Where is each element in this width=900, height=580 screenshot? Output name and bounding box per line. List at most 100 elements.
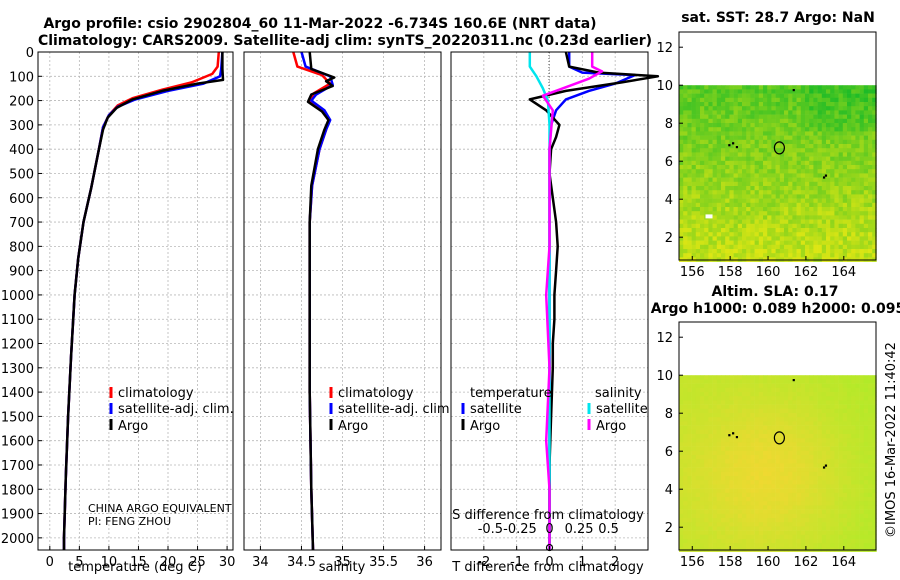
sla-cell: [784, 438, 789, 443]
sla-cell: [851, 534, 856, 540]
sst-cell: [687, 194, 692, 199]
sla-cell: [695, 379, 701, 384]
sla-cell: [834, 408, 839, 414]
sla-cell: [838, 501, 844, 506]
sla-cell: [834, 463, 839, 468]
sla-cell: [700, 522, 705, 527]
sla-cell: [838, 421, 844, 426]
sla-cell: [742, 446, 747, 452]
sla-cell: [691, 379, 697, 384]
sst-cell: [859, 186, 865, 191]
sst-cell: [742, 236, 747, 241]
sst-cell: [859, 219, 865, 225]
sst-cell: [863, 211, 869, 216]
sst-cell: [779, 165, 785, 170]
sst-cell: [800, 148, 806, 153]
sla-cell: [788, 379, 793, 384]
sst-cell: [847, 118, 852, 124]
sst-cell: [746, 181, 751, 187]
sla-cell: [805, 396, 810, 401]
sla-cell: [809, 530, 814, 536]
sla-cell: [721, 476, 726, 481]
sla-cell: [754, 480, 760, 485]
sla-cell: [805, 505, 810, 510]
sst-cell: [863, 215, 869, 220]
sla-cell: [708, 518, 713, 523]
sst-cell: [733, 160, 739, 166]
sla-cell: [863, 425, 869, 431]
sst-cell: [805, 127, 810, 132]
sst-cell: [863, 85, 869, 90]
sla-cell: [687, 421, 692, 426]
sst-cell: [838, 89, 844, 94]
sst-cell: [792, 249, 797, 254]
sst-cell: [834, 236, 839, 241]
sst-cell: [872, 97, 877, 103]
sst-cell: [842, 253, 848, 258]
sst-cell: [842, 198, 848, 204]
sst-cell: [809, 240, 814, 246]
sst-cell: [683, 123, 688, 128]
sst-cell: [746, 106, 751, 111]
sst-cell: [746, 186, 751, 191]
sla-cell: [700, 434, 705, 439]
sla-cell: [767, 492, 772, 498]
sst-cell: [830, 215, 835, 220]
sst-cell: [863, 135, 869, 141]
sst-cell: [830, 228, 835, 233]
sla-cell: [830, 396, 835, 401]
sst-cell: [784, 249, 789, 254]
sla-cell: [805, 463, 810, 468]
sla-cell: [721, 421, 726, 426]
sla-cell: [859, 425, 865, 431]
sla-cell: [784, 434, 789, 439]
sst-cell: [733, 198, 739, 204]
sst-cell: [708, 156, 713, 162]
sla-cell: [746, 438, 751, 443]
sst-cell: [683, 118, 688, 124]
sst-cell: [767, 144, 772, 149]
sla-cell: [737, 421, 743, 426]
sst-cell: [716, 89, 722, 94]
sst-cell: [847, 249, 852, 254]
sla-cell: [763, 417, 768, 422]
sst-cell: [695, 106, 701, 111]
sst-cell: [805, 228, 810, 233]
sst-cell: [691, 135, 697, 141]
sst-cell: [775, 228, 781, 233]
sla-cell: [826, 534, 831, 540]
sla-cell: [855, 513, 860, 519]
sla-cell: [788, 408, 793, 414]
sla-cell: [796, 497, 802, 502]
sst-ytick-label-1: 4: [665, 193, 673, 208]
sst-cell: [700, 165, 705, 170]
sla-cell: [754, 425, 760, 431]
sst-cell: [826, 85, 831, 90]
sst-cell: [792, 186, 797, 191]
sla-cell: [805, 530, 810, 536]
sst-cell: [737, 211, 743, 216]
sla-cell: [775, 455, 781, 460]
sst-cell: [796, 232, 802, 237]
sla-cell: [683, 459, 688, 464]
sla-cell: [754, 539, 760, 544]
sla-cell: [775, 438, 781, 443]
sst-cell: [746, 102, 751, 107]
sst-cell: [838, 190, 844, 195]
sla-cell: [800, 421, 806, 426]
sst-cell: [796, 152, 802, 157]
sst-cell: [700, 106, 705, 111]
sla-cell: [708, 530, 713, 536]
sla-cell: [788, 518, 793, 523]
sla-cell: [704, 429, 709, 435]
sst-cell: [754, 106, 760, 111]
sst-cell: [838, 223, 844, 229]
sst-cell: [737, 190, 743, 195]
depth-tick-label-18: 1800: [1, 483, 34, 498]
sst-cell: [729, 148, 734, 153]
sst-cell: [700, 207, 705, 212]
sst-cell: [754, 202, 760, 208]
sla-cell: [792, 387, 797, 393]
sla-cell: [859, 450, 865, 456]
sla-cell: [779, 505, 785, 510]
